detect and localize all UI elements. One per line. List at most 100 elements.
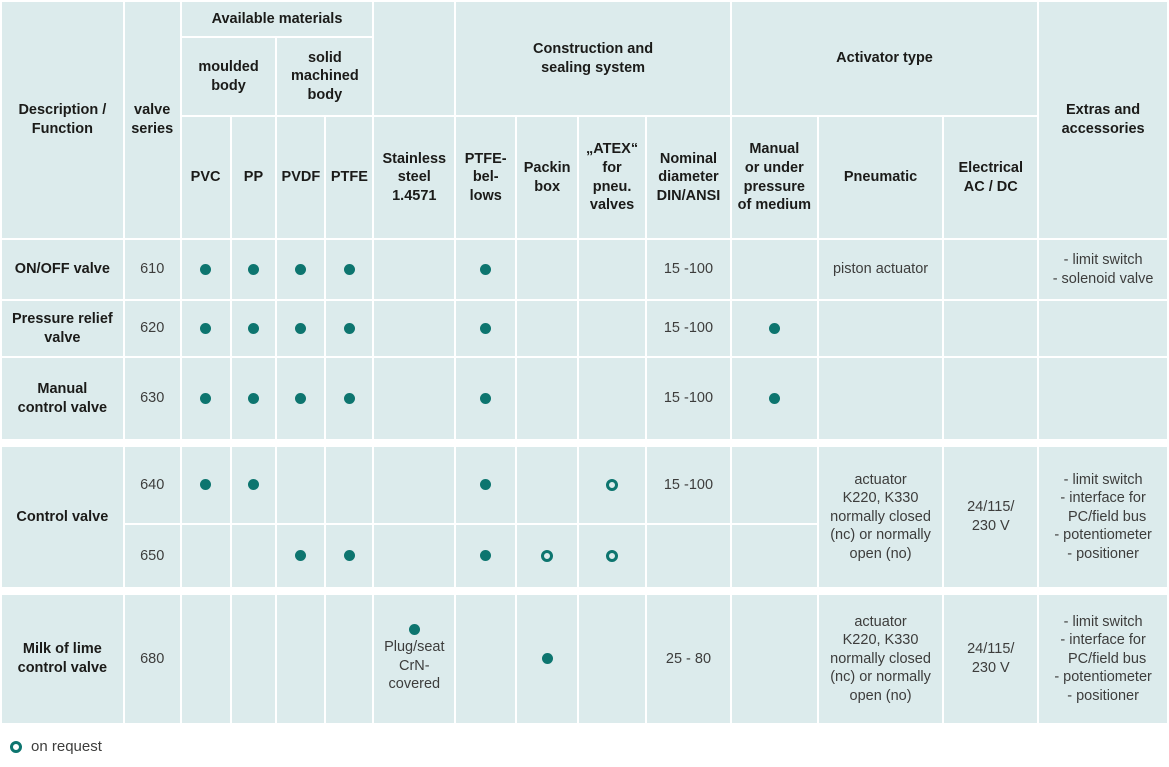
cell-electrical [944,240,1038,299]
row-description: Control valve [2,447,123,587]
valve-specification-table: Description / Function valve series Avai… [2,2,1167,723]
valve-series-value: 620 [124,301,180,356]
cell-pvc [181,240,230,299]
cell-packin-box [517,447,578,523]
cell-ptfe-bellows [456,595,516,723]
filled-dot-icon [247,322,259,334]
cell-pvdf [277,525,325,587]
filled-dot-icon [247,479,259,491]
separator-cell [2,441,1167,445]
cell-ptfe [326,358,373,439]
cell-electrical [944,301,1038,356]
cell-stainless [374,525,455,587]
cell-pneumatic: actuator K220, K330 normally closed (nc)… [818,447,943,587]
cell-ptfe-bellows [456,240,516,299]
filled-dot-icon [480,392,492,404]
cell-packin-box [517,240,578,299]
cell-packin-box [517,595,578,723]
cell-ptfe [326,301,373,356]
header-col-pvc: PVC [181,117,230,238]
cell-manual [731,301,817,356]
cell-pvc [181,301,230,356]
valve-series-value: 650 [124,525,180,587]
cell-ptfe [326,240,373,299]
table-row-610: ON/OFF valve 610 15 -100 piston actuator… [2,240,1167,299]
cell-nominal-diameter: 15 -100 [647,240,730,299]
cell-extras [1039,358,1167,439]
filled-dot-icon [480,322,492,334]
filled-dot-icon [295,392,307,404]
cell-pp [231,301,276,356]
header-row-columns: PVC PP PVDF PTFE Stainless steel 1.4571 … [2,117,1167,238]
filled-dot-icon [295,550,307,562]
cell-extras: - limit switch - solenoid valve [1039,240,1167,299]
stainless-note-stack: Plug/seat CrN- covered [377,624,451,694]
cell-ptfe-bellows [456,358,516,439]
cell-manual [731,447,817,523]
cell-manual [731,525,817,587]
filled-dot-icon [247,392,259,404]
header-available-materials: Available materials [181,2,373,36]
cell-nominal-diameter: 15 -100 [647,301,730,356]
filled-dot-icon [295,263,307,275]
cell-ptfe-bellows [456,525,516,587]
row-description: ON/OFF valve [2,240,123,299]
filled-dot-icon [343,550,355,562]
cell-stainless [374,240,455,299]
cell-pvdf [277,240,325,299]
cell-nominal-diameter: 25 - 80 [647,595,730,723]
cell-atex [579,240,646,299]
filled-dot-icon [295,322,307,334]
cell-ptfe [326,525,373,587]
cell-nominal-diameter: 15 -100 [647,358,730,439]
header-col-pneumatic: Pneumatic [818,117,943,238]
cell-extras: - limit switch - interface for PC/field … [1039,595,1167,723]
filled-dot-icon [480,263,492,275]
cell-extras [1039,301,1167,356]
header-col-electrical: Electrical AC / DC [944,117,1038,238]
cell-pvc [181,595,230,723]
header-moulded-body: moulded body [181,38,276,115]
cell-packin-box [517,358,578,439]
filled-dot-icon [200,479,212,491]
cell-stainless [374,301,455,356]
valve-series-value: 630 [124,358,180,439]
header-col-nominal-diameter: Nominal diameter DIN/ANSI [647,117,730,238]
cell-electrical: 24/115/ 230 V [944,595,1038,723]
header-col-ptfe-bellows: PTFE- bel- lows [456,117,516,238]
open-circle-icon [606,478,619,491]
open-circle-icon [10,740,22,753]
cell-ptfe [326,447,373,523]
filled-dot-icon [768,392,780,404]
cell-pp [231,358,276,439]
open-circle-icon [541,549,554,562]
table-row-680: Milk of lime control valve 680 Plug/seat… [2,595,1167,723]
cell-pp [231,240,276,299]
valve-series-value: 610 [124,240,180,299]
filled-dot-icon [200,392,212,404]
filled-dot-icon [408,624,420,636]
cell-pneumatic [818,358,943,439]
cell-ptfe-bellows [456,301,516,356]
cell-pneumatic: actuator K220, K330 normally closed (nc)… [818,595,943,723]
cell-stainless [374,447,455,523]
row-description: Pressure relief valve [2,301,123,356]
cell-pvdf [277,447,325,523]
filled-dot-icon [343,392,355,404]
cell-ptfe [326,595,373,723]
filled-dot-icon [343,263,355,275]
cell-pp [231,525,276,587]
cell-pneumatic [818,301,943,356]
filled-dot-icon [247,263,259,275]
cell-atex [579,595,646,723]
header-construction-sealing: Construction and sealing system [456,2,730,115]
header-col-packin-box: Packin box [517,117,578,238]
cell-extras: - limit switch - interface for PC/field … [1039,447,1167,587]
table-row-640: Control valve 640 15 -100 actuator K220,… [2,447,1167,587]
row-description: Milk of lime control valve [2,595,123,723]
filled-dot-icon [768,322,780,334]
header-col-ptfe: PTFE [326,117,373,238]
cell-pvc [181,358,230,439]
legend-on-request: on request [10,738,1169,755]
table-row-650: 650 [2,525,1167,587]
